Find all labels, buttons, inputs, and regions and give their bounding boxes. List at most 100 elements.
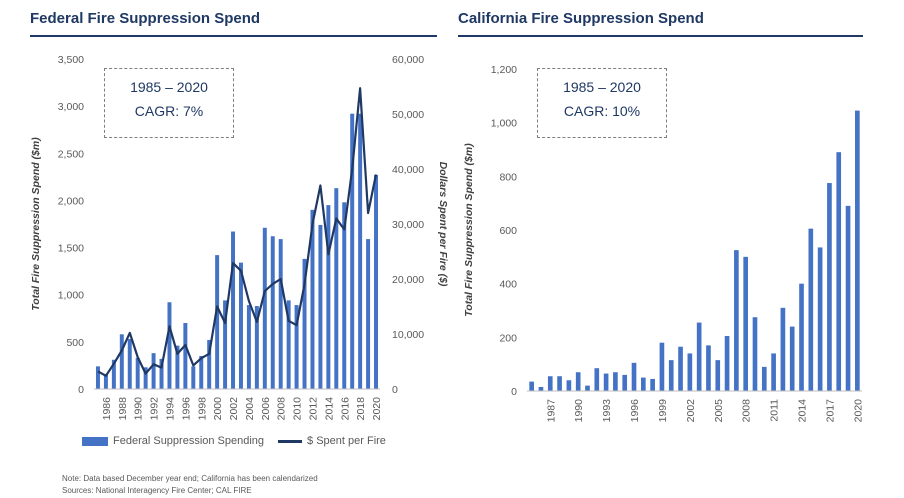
federal-bar: [374, 174, 379, 389]
california-bar: [771, 353, 776, 391]
federal-y-tick-label: 1,000: [58, 290, 84, 302]
right-cagr-callout: 1985 – 2020 CAGR: 10%: [537, 68, 667, 138]
federal-bar: [238, 262, 243, 389]
federal-x-tick-label: 1994: [164, 397, 176, 421]
federal-bar: [215, 255, 220, 389]
california-bar: [808, 228, 814, 391]
california-bar: [799, 283, 804, 391]
federal-x-tick-label: 2008: [276, 397, 288, 421]
federal-bar: [278, 239, 283, 389]
federal-bar: [246, 305, 251, 389]
right-callout-period: 1985 – 2020: [563, 79, 641, 95]
federal-y2-tick-label: 20,000: [392, 274, 424, 286]
california-bar: [603, 373, 609, 391]
sources: Sources: National Interagency Fire Cente…: [62, 486, 252, 495]
left-cagr-callout: 1985 – 2020 CAGR: 7%: [104, 68, 234, 138]
federal-bar: [167, 302, 172, 389]
california-x-tick-label: 1996: [629, 399, 641, 423]
federal-bar: [318, 224, 323, 389]
federal-bar: [95, 366, 100, 389]
federal-bar: [294, 305, 299, 389]
left-callout-period: 1985 – 2020: [130, 79, 208, 95]
california-bar: [789, 326, 795, 391]
federal-bar: [366, 239, 371, 389]
california-y-tick-label: 200: [499, 332, 517, 344]
federal-y2-tick-label: 30,000: [392, 219, 424, 231]
federal-y-axis-title: Total Fire Suppression Spend ($m): [30, 137, 42, 311]
california-bar: [622, 374, 628, 391]
federal-x-tick-label: 2004: [244, 397, 256, 421]
california-y-tick-label: 1,000: [491, 118, 517, 130]
federal-x-tick-label: 1998: [196, 397, 208, 421]
federal-bar: [223, 300, 228, 389]
california-x-tick-label: 2008: [741, 399, 753, 423]
federal-bar: [342, 202, 347, 389]
federal-bar: [231, 231, 236, 389]
california-y-tick-label: 1,200: [491, 64, 517, 76]
federal-bar: [254, 306, 259, 389]
federal-bar: [262, 227, 267, 389]
california-bar: [827, 183, 832, 391]
california-y-tick-label: 0: [511, 386, 517, 398]
federal-x-tick-label: 2018: [355, 397, 367, 421]
federal-x-tick-label: 2020: [371, 397, 383, 421]
california-bar: [538, 386, 544, 391]
federal-bar: [302, 258, 307, 389]
california-bar: [761, 366, 767, 391]
federal-y2-axis-title: Dollars Spent per Fire ($): [437, 162, 449, 287]
california-x-tick-label: 1999: [657, 399, 669, 423]
federal-bar: [135, 357, 140, 389]
federal-x-tick-label: 2002: [228, 397, 240, 421]
federal-x-tick-label: 2014: [323, 397, 335, 421]
right-callout-cagr: CAGR: 10%: [563, 103, 641, 119]
federal-bar: [326, 205, 331, 389]
federal-bar: [350, 113, 355, 389]
california-bar: [715, 360, 721, 391]
california-bar: [678, 346, 683, 391]
california-bar: [566, 380, 572, 391]
legend-bar-swatch: [82, 436, 108, 446]
california-x-tick-label: 2014: [797, 399, 809, 423]
california-y-tick-label: 600: [499, 225, 517, 237]
federal-bar: [358, 113, 363, 389]
federal-x-tick-label: 1988: [117, 397, 129, 421]
california-bar: [650, 378, 655, 391]
california-x-tick-label: 2005: [713, 399, 725, 423]
california-bar: [743, 256, 749, 391]
california-bar: [706, 345, 711, 391]
california-bar: [845, 205, 851, 391]
california-bar: [817, 247, 823, 391]
federal-x-tick-label: 1992: [149, 397, 161, 421]
left-chart-title: Federal Fire Suppression Spend: [30, 10, 261, 27]
legend-line-swatch: [278, 439, 303, 443]
california-bar: [668, 360, 674, 391]
california-bar: [585, 385, 590, 391]
federal-x-tick-label: 2010: [292, 397, 304, 421]
federal-y2-tick-label: 60,000: [392, 54, 424, 66]
california-bar: [780, 307, 786, 391]
california-x-tick-label: 2002: [685, 399, 697, 423]
federal-bar: [286, 300, 291, 389]
california-bar: [640, 377, 646, 391]
california-bar: [613, 372, 618, 391]
federal-bar: [334, 188, 339, 389]
federal-bar: [151, 353, 156, 389]
california-y-tick-label: 800: [499, 171, 517, 183]
federal-y2-tick-label: 10,000: [392, 329, 424, 341]
federal-y2-tick-label: 50,000: [392, 109, 424, 121]
federal-bar: [159, 358, 164, 389]
california-bar: [687, 353, 693, 391]
federal-x-tick-label: 1990: [133, 397, 145, 421]
california-x-tick-label: 2020: [852, 399, 864, 423]
federal-x-tick-label: 2000: [212, 397, 224, 421]
federal-bar: [127, 339, 132, 389]
federal-line-series: [97, 87, 378, 377]
federal-bar: [270, 236, 275, 389]
california-bar: [836, 152, 842, 391]
federal-bar: [103, 373, 108, 389]
california-x-tick-label: 2011: [769, 399, 781, 422]
federal-bar: [310, 209, 315, 389]
federal-y-tick-label: 2,500: [58, 148, 84, 160]
federal-x-tick-label: 1986: [101, 397, 113, 421]
